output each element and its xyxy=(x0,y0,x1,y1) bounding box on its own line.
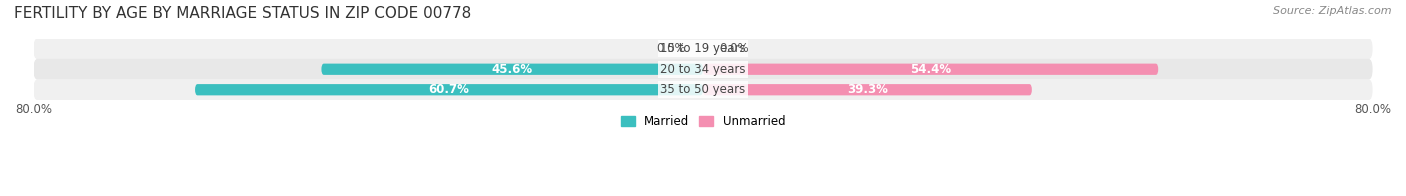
Text: FERTILITY BY AGE BY MARRIAGE STATUS IN ZIP CODE 00778: FERTILITY BY AGE BY MARRIAGE STATUS IN Z… xyxy=(14,6,471,21)
Text: 0.0%: 0.0% xyxy=(657,42,686,55)
FancyBboxPatch shape xyxy=(195,84,703,95)
Text: 15 to 19 years: 15 to 19 years xyxy=(661,42,745,55)
Text: 35 to 50 years: 35 to 50 years xyxy=(661,83,745,96)
Text: 0.0%: 0.0% xyxy=(720,42,749,55)
Legend: Married, Unmarried: Married, Unmarried xyxy=(620,115,786,128)
Text: Source: ZipAtlas.com: Source: ZipAtlas.com xyxy=(1274,6,1392,16)
Text: 45.6%: 45.6% xyxy=(492,63,533,76)
FancyBboxPatch shape xyxy=(703,84,1032,95)
FancyBboxPatch shape xyxy=(34,59,1372,80)
Text: 39.3%: 39.3% xyxy=(846,83,887,96)
Text: 20 to 34 years: 20 to 34 years xyxy=(661,63,745,76)
FancyBboxPatch shape xyxy=(703,64,1159,75)
Text: 54.4%: 54.4% xyxy=(910,63,952,76)
FancyBboxPatch shape xyxy=(34,38,1372,59)
FancyBboxPatch shape xyxy=(34,79,1372,100)
Text: 60.7%: 60.7% xyxy=(429,83,470,96)
FancyBboxPatch shape xyxy=(322,64,703,75)
